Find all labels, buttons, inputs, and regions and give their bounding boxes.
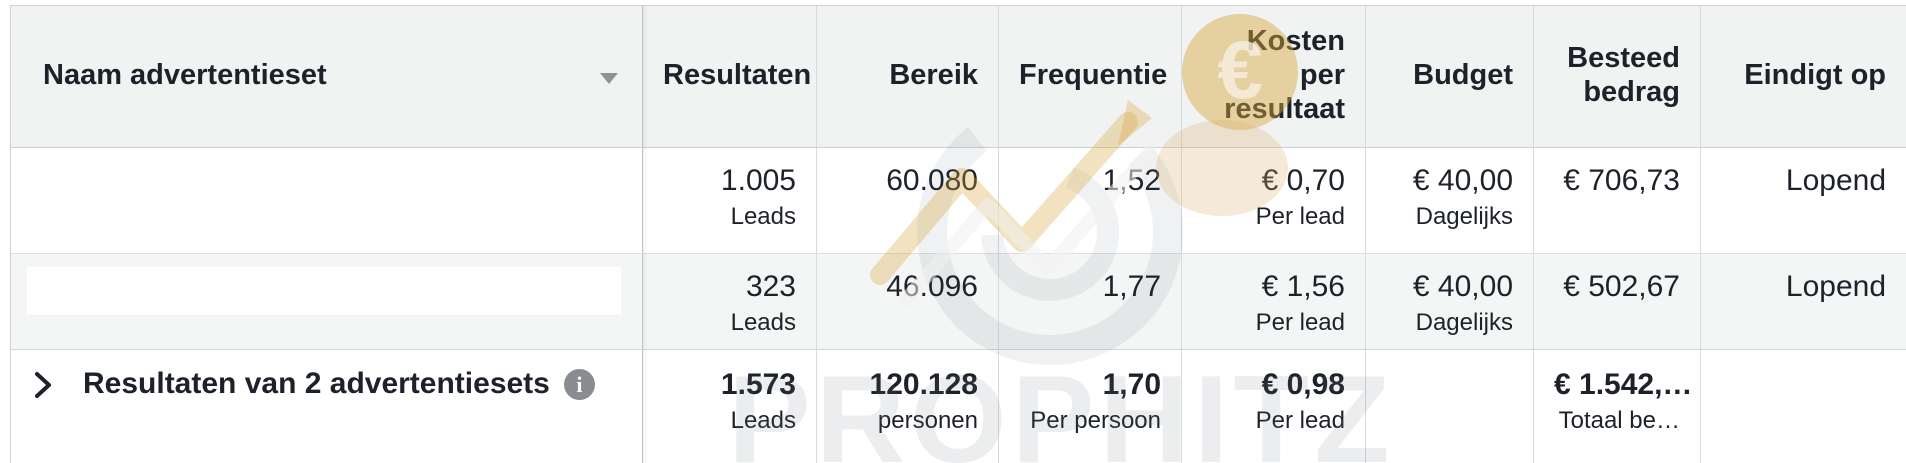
budget-cell[interactable]: € 40,00 Dagelijks [1366, 148, 1534, 253]
adset-name-cell[interactable] [11, 148, 648, 254]
column-header-name-label: Naam advertentieset [43, 58, 327, 91]
besteed-cell: € 502,67 [1534, 254, 1701, 349]
column-header-budget[interactable]: Budget [1366, 6, 1534, 147]
bereik-cell: 46.096 [817, 254, 999, 349]
frequentie-cell: 1,77 [999, 254, 1182, 349]
budget-cell[interactable]: € 40,00 Dagelijks [1366, 254, 1534, 349]
adset-name-cell[interactable] [11, 254, 648, 350]
eindigt-cell: Lopend [1785, 270, 1886, 303]
summary-eindigt-cell [1701, 350, 1906, 463]
summary-label: Resultaten van 2 advertentiesets [83, 367, 550, 400]
eindigt-cell: Lopend [1785, 164, 1886, 197]
frequentie-cell: 1,52 [999, 148, 1182, 253]
table-header-row: Naam advertentieset Resultaten Bereik Fr… [11, 6, 1906, 148]
summary-name-cell: Resultaten van 2 advertentiesets i [11, 350, 648, 463]
kosten-cell: € 0,70 Per lead [1182, 148, 1366, 253]
summary-bereik-cell: 120.128 personen [817, 350, 999, 463]
besteed-cell: € 706,73 [1534, 148, 1701, 253]
column-sort-dropdown-icon[interactable] [600, 72, 618, 84]
column-header-bereik[interactable]: Bereik [817, 6, 999, 147]
column-header-besteed-bedrag[interactable]: Besteed bedrag [1534, 6, 1701, 147]
column-header-eindigt-op[interactable]: Eindigt op [1744, 58, 1886, 91]
column-header-name[interactable]: Naam advertentieset [11, 6, 648, 148]
bereik-cell: 60.080 [817, 148, 999, 253]
summary-budget-cell [1366, 350, 1534, 463]
summary-besteed-cell: € 1.542,… Totaal be… [1534, 350, 1701, 463]
column-header-kosten-per-resultaat[interactable]: Kosten per resultaat [1182, 6, 1366, 147]
summary-resultaten-cell: 1.573 Leads [643, 350, 817, 463]
column-header-resultaten[interactable]: Resultaten [643, 6, 817, 147]
resultaten-cell: 323 Leads [643, 254, 817, 349]
table-row[interactable]: 323 Leads 46.096 1,77 € 1,56 Per lead € … [11, 254, 1906, 350]
summary-row: Resultaten van 2 advertentiesets i 1.573… [11, 350, 1906, 463]
expand-chevron-icon[interactable] [31, 370, 55, 400]
redacted-name-box [27, 267, 621, 315]
kosten-cell: € 1,56 Per lead [1182, 254, 1366, 349]
info-icon[interactable]: i [563, 369, 595, 400]
adset-results-table: Naam advertentieset Resultaten Bereik Fr… [10, 5, 1906, 463]
resultaten-cell: 1.005 Leads [643, 148, 817, 253]
column-header-frequentie[interactable]: Frequentie [999, 6, 1182, 147]
summary-kosten-cell: € 0,98 Per lead [1182, 350, 1366, 463]
table-row[interactable]: 1.005 Leads 60.080 1,52 € 0,70 Per lead … [11, 148, 1906, 254]
summary-frequentie-cell: 1,70 Per persoon [999, 350, 1182, 463]
